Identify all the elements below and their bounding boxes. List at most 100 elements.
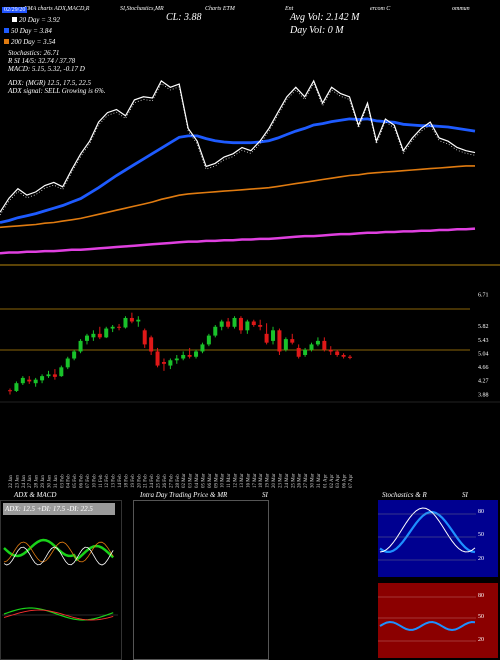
rsi-tick-50: 50 xyxy=(478,614,484,620)
x-tick-label: 25 Feb xyxy=(157,474,162,488)
x-tick-label: 04 Feb xyxy=(67,474,72,488)
rsi-readout: R SI 14/5: 32.74 / 37.78 xyxy=(8,57,76,65)
y-tick-label: 5.82 xyxy=(478,324,489,330)
x-tick-label: 20 Feb xyxy=(137,474,142,488)
x-tick-label: 07 Feb xyxy=(86,474,91,488)
candle-body xyxy=(27,379,32,382)
x-tick-label: 05 Feb xyxy=(73,474,78,488)
candle-body xyxy=(251,321,256,326)
candle-body xyxy=(110,326,115,329)
candle-body xyxy=(206,335,211,345)
x-tick-label: 09 Mar xyxy=(214,473,219,488)
ema200-line xyxy=(0,227,476,255)
adx-panel-title: ADX & MACD xyxy=(14,491,57,499)
close-price-line xyxy=(0,79,476,213)
candle-body xyxy=(194,351,199,357)
candle-body xyxy=(46,374,51,377)
x-tick-label: 24 Mar xyxy=(285,473,290,488)
x-tick-label: 27 Mar xyxy=(304,473,309,488)
candle-body xyxy=(117,326,122,328)
intra-panel-si: SI xyxy=(262,491,268,499)
x-tick-label: 03 Mar xyxy=(189,473,194,488)
candle-body xyxy=(8,390,12,392)
candle-body xyxy=(238,317,243,331)
x-tick-label: 19 Feb xyxy=(131,474,136,488)
candle-body xyxy=(142,330,147,345)
candle-body xyxy=(20,377,25,384)
x-tick-label: 12 Feb xyxy=(105,474,110,488)
candle-body xyxy=(200,344,205,352)
x-tick-label: 14 Feb xyxy=(118,474,123,488)
ema50-swatch xyxy=(4,28,9,33)
x-tick-label: 06 Mar xyxy=(208,473,213,488)
adx-signal: ADX signal: SELL Growing is 6%. xyxy=(8,87,106,95)
candle-body xyxy=(232,317,237,327)
candle-body xyxy=(271,330,276,341)
header-title-right2: ercom C xyxy=(370,6,391,12)
x-tick-label: 30 Jan xyxy=(47,475,52,488)
candle-body xyxy=(161,362,166,364)
candle-body xyxy=(315,340,320,345)
x-tick-label: 18 Feb xyxy=(124,474,129,488)
x-tick-label: 22 Jan xyxy=(9,475,14,488)
candle-body xyxy=(290,339,295,343)
x-tick-label: 23 Mar xyxy=(278,473,283,488)
x-tick-label: 05 Mar xyxy=(201,473,206,488)
adx-readout-box xyxy=(3,503,115,515)
stoch-panel-title: Stochastics & R xyxy=(382,491,427,499)
ema50-line xyxy=(0,165,475,229)
ema20-readout: 20 Day = 3.92 xyxy=(12,17,60,24)
ema20-swatch xyxy=(12,17,17,22)
ema200-swatch xyxy=(4,39,9,44)
candle-body xyxy=(72,351,77,359)
candle-body xyxy=(155,351,160,366)
x-tick-label: 27 Feb xyxy=(169,474,174,488)
y-tick-label: 6.71 xyxy=(478,293,489,299)
x-tick-label: 17 Mar xyxy=(253,473,258,488)
header-title-right3: ommun xyxy=(452,6,470,12)
x-tick-label: 03 Apr xyxy=(336,474,341,488)
candle-body xyxy=(59,367,64,377)
y-tick-label: 4.27 xyxy=(478,379,489,385)
ema50-readout: 50 Day = 3.84 xyxy=(4,28,52,35)
candle-body xyxy=(40,376,45,381)
close-price: CL: 3.88 xyxy=(166,12,202,23)
x-tick-label: 27 Jan xyxy=(28,475,33,488)
candle-body xyxy=(277,330,282,352)
rsi-panel xyxy=(378,583,498,658)
header-title-mid: SI,Stochastics,MR xyxy=(120,6,164,12)
candle-body xyxy=(123,317,128,328)
x-tick-label: 02 Apr xyxy=(330,474,335,488)
header-title-mid2: Charts ETM xyxy=(205,6,235,12)
x-tick-label: 13 Mar xyxy=(240,473,245,488)
candle-body xyxy=(303,349,308,355)
adx-readout-text: ADX: 12.5 +DI: 17.5 -DI: 22.5 xyxy=(5,505,93,513)
candle-body xyxy=(348,356,352,358)
date-tag: 02/29/20 xyxy=(2,7,28,13)
rsi-tick-80: 80 xyxy=(478,593,484,599)
x-tick-label: 03 Feb xyxy=(60,474,65,488)
x-tick-label: 26 Mar xyxy=(298,473,303,488)
ema200-readout: 200 Day = 3.54 xyxy=(4,39,55,46)
candle-body xyxy=(78,340,83,352)
y-tick-label: 4.66 xyxy=(478,365,489,371)
candle-body xyxy=(136,319,141,322)
x-tick-label: 31 Mar xyxy=(317,473,322,488)
header-title-right1: Ent xyxy=(285,6,294,12)
candle-body xyxy=(258,325,263,327)
candle-body xyxy=(33,379,38,384)
x-tick-label: 19 Mar xyxy=(266,473,271,488)
candle-body xyxy=(264,333,269,343)
candle-body xyxy=(104,328,109,338)
x-tick-label: 16 Mar xyxy=(246,473,251,488)
x-tick-label: 20 Mar xyxy=(272,473,277,488)
y-tick-label: 5.43 xyxy=(478,338,489,344)
candle-body xyxy=(97,333,102,338)
day-volume: Day Vol: 0 M xyxy=(290,25,344,36)
x-tick-label: 12 Mar xyxy=(234,473,239,488)
candle-body xyxy=(296,347,301,357)
ema20-line xyxy=(0,117,476,224)
candle-body xyxy=(168,360,173,366)
x-tick-label: 31 Jan xyxy=(54,475,59,488)
price-chart: 6.71 5.82 5.43 5.04 4.66 4.27 3.88 22 Jan 23 Jan… xyxy=(0,79,500,488)
